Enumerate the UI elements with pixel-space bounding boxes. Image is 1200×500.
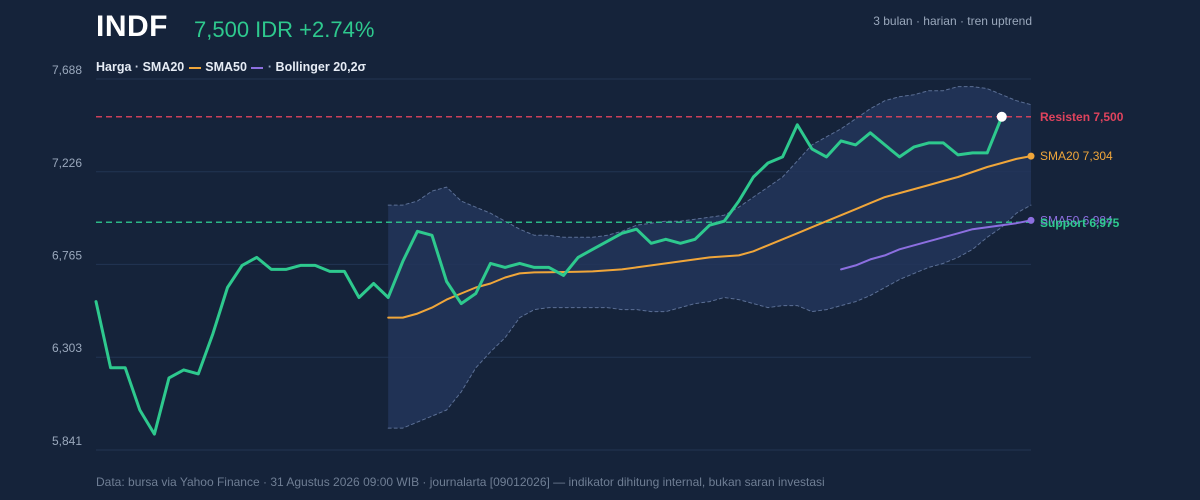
price-change: 7,500 IDR +2.74% — [194, 17, 375, 42]
y-tick-label: 6,765 — [52, 248, 82, 262]
y-tick-label: 6,303 — [52, 341, 82, 355]
legend-sma50: SMA50 — [205, 60, 247, 74]
price-line — [94, 115, 1004, 436]
y-tick-label: 7,688 — [52, 63, 82, 77]
chart-meta: 3 bulan · harian · tren uptrend — [873, 14, 1032, 28]
legend-bollinger: Bollinger 20,2σ — [275, 60, 367, 74]
bollinger-lower-line — [387, 204, 1032, 429]
price-end-dot — [996, 111, 1007, 122]
sma20-end-dot — [1027, 152, 1035, 160]
legend-sma50-swatch — [251, 66, 264, 69]
legend-separator: · — [134, 60, 140, 74]
legend-bollinger-dot: · — [267, 60, 273, 74]
y-tick-label: 7,226 — [52, 156, 82, 170]
legend-sma20: SMA20 — [142, 60, 185, 74]
y-tick-label: 5,841 — [52, 434, 82, 448]
resistance-label: Resisten 7,500 — [1040, 110, 1124, 124]
sma50-end-dot — [1027, 216, 1035, 224]
support-label: Support 6,975 — [1040, 216, 1120, 230]
bollinger-upper-line — [387, 86, 1032, 238]
sma20-label: SMA20 7,304 — [1040, 149, 1113, 163]
sma50-line — [840, 219, 1032, 271]
legend-price: Harga — [96, 60, 132, 74]
ticker-symbol: INDF — [96, 10, 168, 43]
legend-sma20-swatch — [188, 66, 201, 69]
sma20-line — [387, 155, 1032, 319]
sma50-label: SMA50 6,984 — [1040, 213, 1113, 227]
source-footer: Data: bursa via Yahoo Finance · 31 Agust… — [96, 475, 825, 489]
chart-legend: Harga · SMA20 SMA50 · Bollinger 20,2σ — [96, 60, 366, 74]
